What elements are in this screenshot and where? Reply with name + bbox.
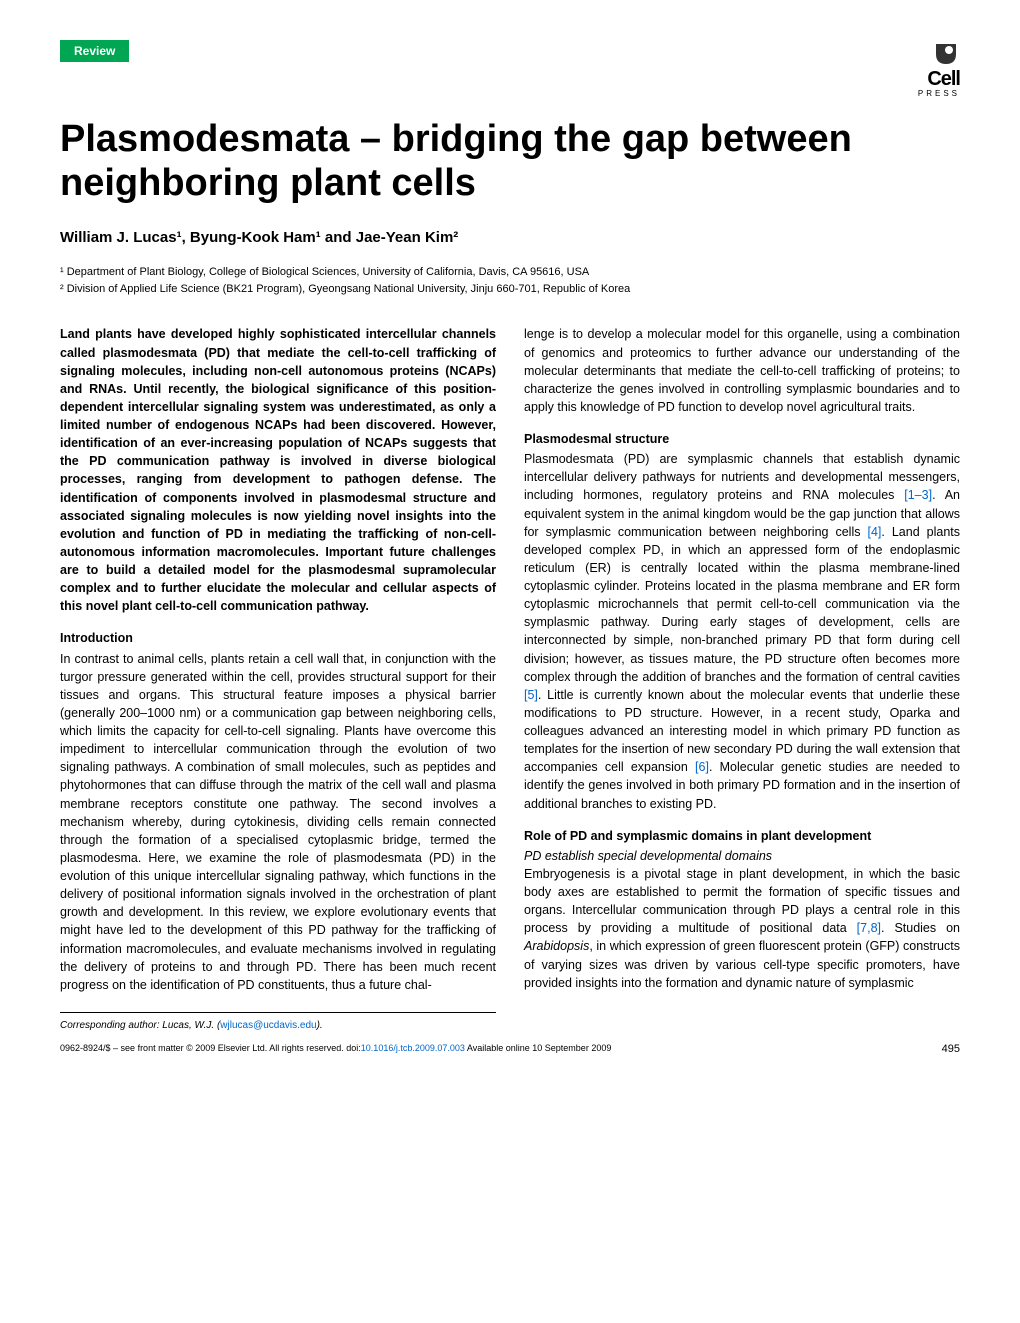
page-footer: 0962-8924/$ – see front matter © 2009 El… xyxy=(60,1043,960,1055)
structure-text-a: Plasmodesmata (PD) are symplasmic channe… xyxy=(524,452,960,502)
abstract-text: Land plants have developed highly sophis… xyxy=(60,325,496,615)
footer-date: Available online 10 September 2009 xyxy=(465,1043,611,1053)
affiliation-2: ² Division of Applied Life Science (BK21… xyxy=(60,281,960,298)
structure-text-c: . Land plants developed complex PD, in w… xyxy=(524,525,960,684)
role-text-c: , in which expression of green fluoresce… xyxy=(524,939,960,989)
right-column: lenge is to develop a molecular model fo… xyxy=(524,325,960,1033)
role-subheading: PD establish special developmental domai… xyxy=(524,847,960,865)
publisher-logo: Cell PRESS xyxy=(918,40,960,98)
corresponding-author: Corresponding author: Lucas, W.J. (wjluc… xyxy=(60,1012,496,1034)
logo-text-top: Cell xyxy=(927,68,960,91)
logo-text-bottom: PRESS xyxy=(918,89,960,98)
species-name: Arabidopsis xyxy=(524,939,589,953)
role-text-b: . Studies on xyxy=(881,921,960,935)
cell-logo-icon xyxy=(932,40,960,68)
affiliations: ¹ Department of Plant Biology, College o… xyxy=(60,264,960,297)
corresponding-email[interactable]: wjlucas@ucdavis.edu xyxy=(220,1020,316,1031)
intro-paragraph-2: lenge is to develop a molecular model fo… xyxy=(524,325,960,416)
left-column: Land plants have developed highly sophis… xyxy=(60,325,496,1033)
ref-link-7-8[interactable]: [7,8] xyxy=(857,921,881,935)
ref-link-5[interactable]: [5] xyxy=(524,688,538,702)
structure-paragraph: Plasmodesmata (PD) are symplasmic channe… xyxy=(524,450,960,813)
doi-link[interactable]: 10.1016/j.tcb.2009.07.003 xyxy=(361,1043,465,1053)
affiliation-1: ¹ Department of Plant Biology, College o… xyxy=(60,264,960,281)
author-list: William J. Lucas¹, Byung-Kook Ham¹ and J… xyxy=(60,229,960,246)
ref-link-4[interactable]: [4] xyxy=(867,525,881,539)
role-paragraph: Embryogenesis is a pivotal stage in plan… xyxy=(524,865,960,992)
footer-copyright: 0962-8924/$ – see front matter © 2009 El… xyxy=(60,1043,361,1053)
article-title: Plasmodesmata – bridging the gap between… xyxy=(60,118,960,205)
intro-paragraph-1: In contrast to animal cells, plants reta… xyxy=(60,650,496,994)
intro-heading: Introduction xyxy=(60,629,496,647)
corresponding-label: Corresponding author: xyxy=(60,1020,160,1031)
footer-left: 0962-8924/$ – see front matter © 2009 El… xyxy=(60,1043,611,1055)
corresponding-name: Lucas, W.J. ( xyxy=(160,1020,221,1031)
role-heading: Role of PD and symplasmic domains in pla… xyxy=(524,827,960,845)
structure-heading: Plasmodesmal structure xyxy=(524,430,960,448)
page-number: 495 xyxy=(942,1043,960,1055)
ref-link-6[interactable]: [6] xyxy=(695,760,709,774)
corresponding-close: ). xyxy=(317,1020,323,1031)
review-badge: Review xyxy=(60,40,129,62)
ref-link-1-3[interactable]: [1–3] xyxy=(904,488,932,502)
